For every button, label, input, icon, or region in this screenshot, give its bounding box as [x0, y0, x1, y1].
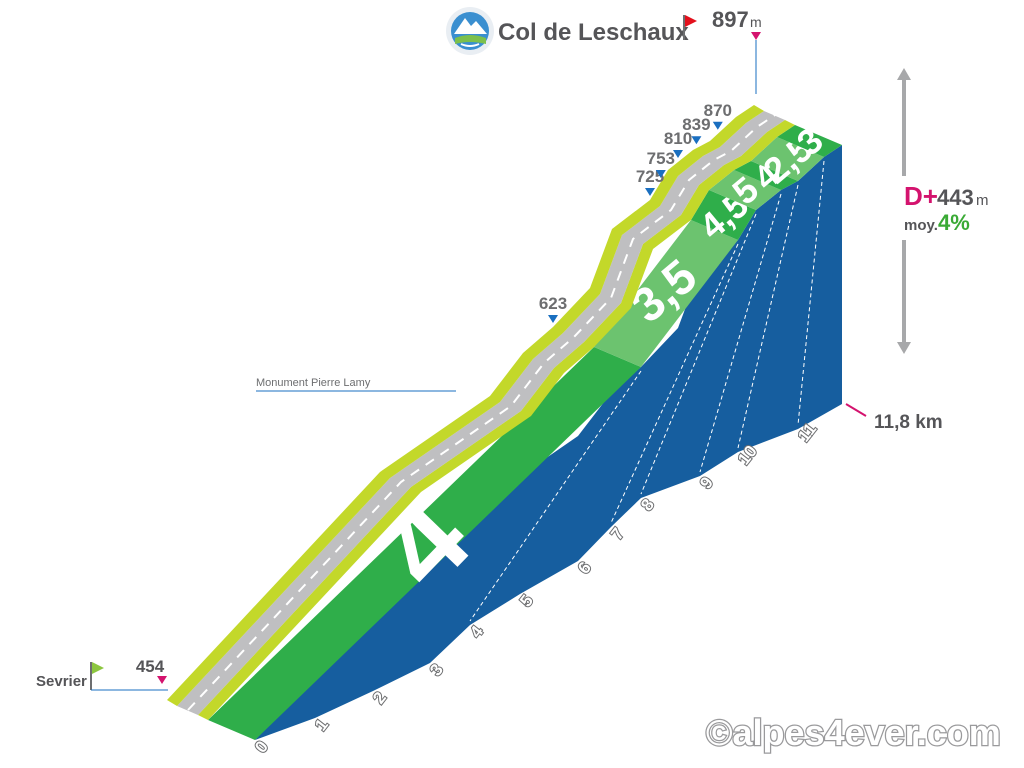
watermark: ©alpes4ever.com [706, 712, 1001, 753]
km-tick-5: 5 [516, 591, 537, 610]
km-divider-9 [699, 193, 782, 473]
summit-flag-icon [683, 15, 697, 40]
gradient-segment-2 [691, 190, 756, 240]
gain-arrow-icon [897, 68, 911, 354]
km-tick-9: 9 [696, 473, 717, 492]
summit-name: Col de Leschaux [498, 19, 689, 46]
start-marker-icon [157, 676, 167, 684]
start-name: Sevrier [36, 673, 87, 690]
km-divider-8 [640, 213, 757, 495]
gain-value: 443 [937, 185, 974, 210]
start-flag-icon [90, 662, 104, 690]
gradient-segment-5 [751, 137, 824, 181]
altitude-marker-2 [645, 188, 655, 196]
altitude-label-1: 623 [539, 294, 567, 313]
altitude-label-6: 870 [704, 101, 732, 120]
altitude-label-5: 839 [682, 115, 710, 134]
km-tick-4: 4 [466, 622, 487, 642]
altitude-marker-1 [548, 315, 558, 323]
altitude-label-4: 810 [664, 129, 692, 148]
altitude-label-3: 753 [647, 149, 675, 168]
average-value: 4% [938, 210, 970, 235]
gradient-segment-1 [594, 220, 738, 367]
km-tick-1: 1 [311, 715, 332, 734]
road-bands [167, 105, 795, 720]
altitude-marker-4 [673, 150, 683, 158]
gain-unit: m [976, 192, 989, 209]
summit-badge-icon [446, 7, 494, 55]
distance-label: 11,8 km [874, 412, 943, 433]
road-surface [177, 111, 785, 715]
km-divider-4 [469, 370, 642, 622]
km-tick-8: 8 [637, 495, 658, 514]
summit-marker-icon [751, 32, 761, 40]
lime-band-back [167, 105, 764, 706]
gradient-segment-3 [709, 170, 781, 210]
altitude-marker-3 [655, 170, 666, 178]
km-divider-10 [737, 184, 799, 449]
summit-altitude-unit: m [750, 14, 762, 30]
average-label: moy. [904, 217, 938, 234]
lime-band-front [198, 120, 795, 720]
km-divider-7 [610, 243, 739, 524]
km-tick-2: 2 [369, 688, 390, 707]
gradient-segment-4 [734, 161, 798, 190]
km-tick-0: 0 [251, 737, 272, 756]
km-tick-3: 3 [426, 660, 447, 679]
km-tick-7: 7 [607, 524, 628, 543]
start-altitude: 454 [136, 657, 165, 676]
landmark-label: Monument Pierre Lamy [256, 377, 371, 389]
altitude-marker-5 [691, 136, 702, 145]
summit-altitude: 897 [712, 7, 749, 32]
gradient-segment-0 [208, 347, 641, 740]
km-tick-6: 6 [574, 558, 595, 577]
gradient-segment-6 [777, 125, 842, 157]
km-divider-11 [797, 160, 825, 426]
road-center-line [187, 114, 776, 711]
altitude-marker-6 [712, 121, 723, 130]
distance-marker-icon [845, 403, 867, 417]
gain-prefix: D+ [904, 181, 938, 211]
